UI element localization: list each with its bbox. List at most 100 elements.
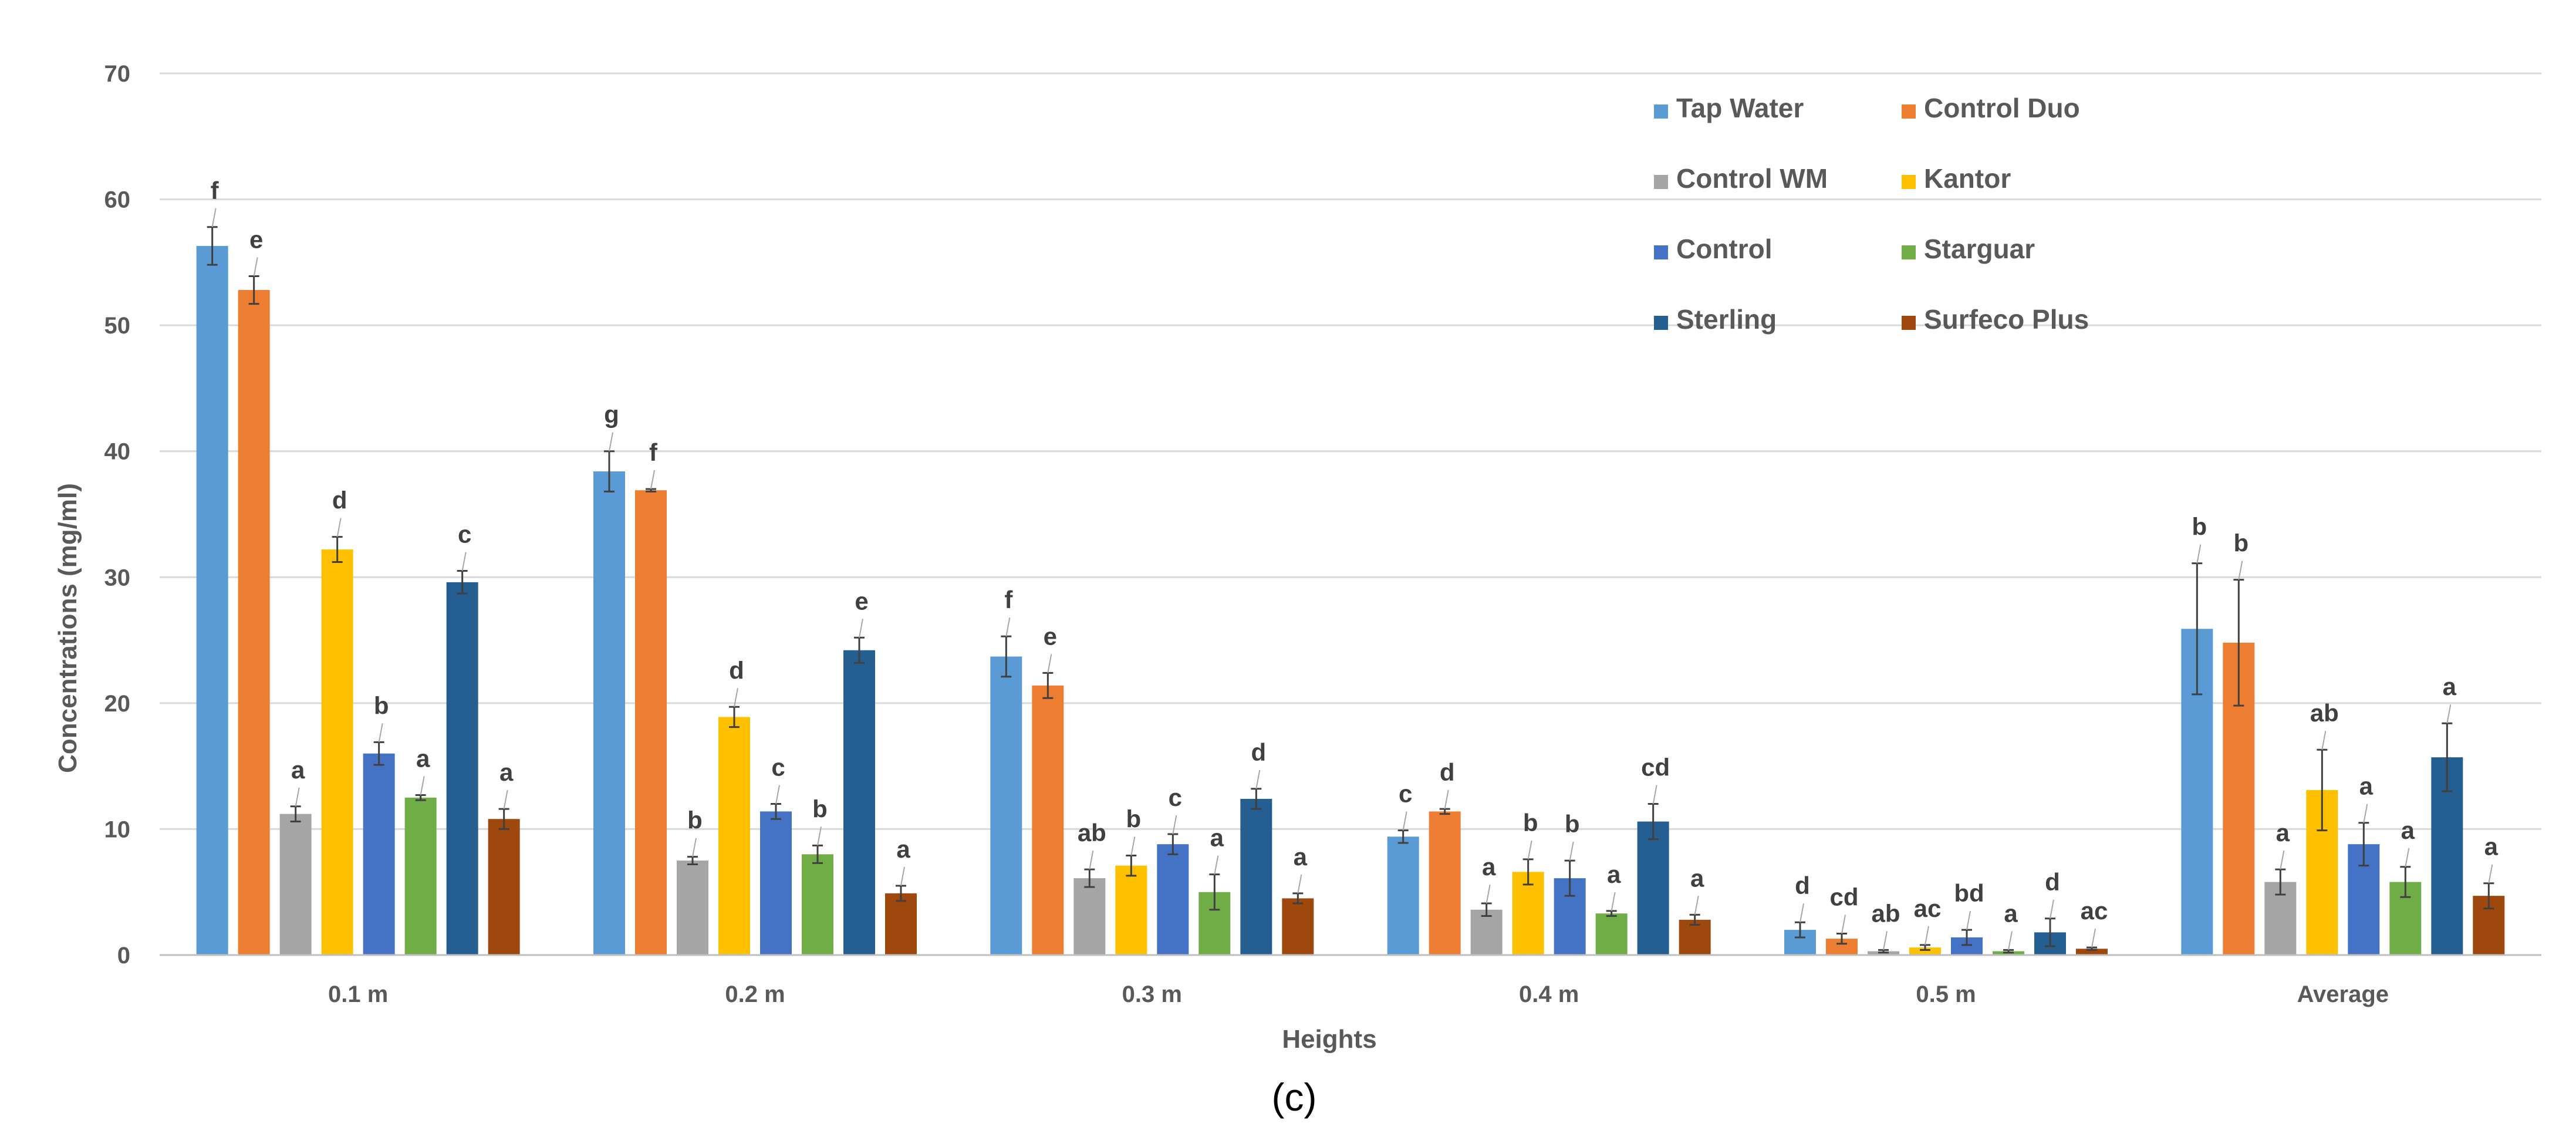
- bar: [635, 490, 667, 955]
- gridlines: [160, 72, 2541, 830]
- significance-label: a: [2359, 772, 2374, 800]
- label-leader-line: [1402, 811, 1407, 831]
- significance-label: a: [2401, 817, 2415, 844]
- label-leader-line: [1005, 617, 1011, 637]
- significance-label: a: [499, 758, 514, 786]
- bar: [1387, 836, 1419, 955]
- legend-swatch: [1902, 245, 1916, 259]
- significance-label: cd: [1641, 754, 1670, 781]
- y-tick-label: 40: [104, 439, 131, 465]
- bar: [321, 549, 353, 955]
- bar: [1032, 685, 1064, 955]
- bars: [196, 226, 2505, 955]
- label-leader-line: [734, 688, 738, 707]
- significance-label: a: [2004, 899, 2018, 927]
- significance-label: f: [211, 177, 220, 204]
- bar: [1470, 909, 1503, 955]
- label-leader-line: [775, 785, 780, 804]
- significance-label: cd: [1829, 883, 1858, 911]
- x-tick-label: Average: [2297, 981, 2389, 1007]
- legend-label: Sterling: [1676, 304, 1777, 335]
- legend-swatch: [1654, 104, 1668, 119]
- label-leader-line: [2196, 544, 2202, 564]
- label-leader-line: [692, 838, 697, 857]
- bar: [593, 471, 625, 955]
- bar: [238, 290, 270, 955]
- y-tick-label: 10: [104, 817, 131, 842]
- significance-label: c: [458, 521, 471, 548]
- significance-label: b: [374, 691, 389, 719]
- significance-label: ab: [2310, 699, 2339, 727]
- significance-label: d: [1795, 872, 1810, 899]
- significance-label: d: [332, 487, 347, 514]
- significance-label: ab: [1871, 899, 1900, 927]
- significance-label: e: [1044, 622, 1057, 650]
- significance-label: ac: [1914, 895, 1942, 922]
- significance-label: c: [1169, 784, 1182, 811]
- significance-label: c: [771, 754, 785, 781]
- bar: [363, 753, 395, 955]
- panel-label: (c): [1272, 1075, 1317, 1119]
- significance-label: a: [1482, 853, 1496, 880]
- bar: [488, 819, 520, 955]
- legend-label: Control Duo: [1924, 93, 2080, 123]
- y-tick-label: 0: [117, 943, 130, 969]
- label-leader-line: [859, 619, 863, 638]
- significance-label: d: [1251, 738, 1267, 766]
- legend-swatch: [1902, 175, 1916, 189]
- label-leader-line: [1883, 931, 1888, 950]
- label-leader-line: [211, 208, 217, 227]
- x-tick-label: 0.5 m: [1916, 981, 1976, 1007]
- x-tick-label: 0.3 m: [1122, 981, 1182, 1007]
- bar: [1115, 865, 1147, 955]
- bar: [404, 797, 437, 955]
- bar: [1429, 811, 1461, 955]
- significance-label: b: [2234, 529, 2249, 557]
- label-leader-line: [336, 518, 342, 537]
- bar: [446, 582, 478, 955]
- label-leader-line: [503, 790, 508, 809]
- label-leader-line: [1841, 915, 1846, 934]
- bar: [1240, 798, 1272, 955]
- label-leader-line: [420, 776, 425, 795]
- y-tick-label: 60: [104, 187, 131, 213]
- bar: [990, 656, 1022, 955]
- significance-label: a: [896, 835, 910, 863]
- y-axis-tick-labels: 0 10 20 30 40 50 60 70: [104, 61, 131, 969]
- label-leader-line: [1800, 903, 1804, 923]
- label-leader-line: [2280, 850, 2285, 870]
- label-leader-line: [2321, 731, 2327, 750]
- bar: [760, 811, 792, 955]
- label-leader-line: [1444, 790, 1449, 809]
- legend-swatch: [1654, 316, 1668, 330]
- bar: [885, 893, 917, 955]
- legend-label: Tap Water: [1676, 93, 1804, 123]
- label-leader-line: [1527, 840, 1532, 860]
- significance-label: a: [2443, 673, 2457, 700]
- label-leader-line: [1297, 874, 1302, 894]
- significance-label: f: [1004, 586, 1013, 613]
- bar: [802, 854, 833, 955]
- label-leader-line: [2238, 561, 2243, 580]
- significance-label: d: [729, 656, 744, 684]
- label-leader-line: [609, 432, 613, 451]
- bar: [1637, 821, 1669, 955]
- bar: [279, 814, 312, 955]
- label-leader-line: [1611, 892, 1616, 912]
- significance-label: e: [855, 587, 868, 615]
- label-leader-line: [2050, 899, 2054, 919]
- label-leader-line: [2488, 864, 2493, 883]
- label-leader-line: [1652, 785, 1657, 804]
- label-leader-line: [1255, 770, 1261, 789]
- bar: [843, 650, 875, 955]
- significance-label: a: [2276, 819, 2290, 846]
- significance-label: g: [604, 401, 619, 429]
- significance-label: a: [2484, 833, 2499, 861]
- bar: [1282, 898, 1314, 955]
- significance-label: a: [1607, 861, 1621, 888]
- significance-label: ab: [1078, 819, 1106, 846]
- label-leader-line: [1214, 855, 1219, 875]
- significance-label: a: [291, 756, 305, 784]
- x-axis-tick-labels: 0.1 m 0.2 m 0.3 m 0.4 m 0.5 m Average: [328, 981, 2389, 1007]
- legend: Tap Water Control Duo Control WM Kantor Cont…: [1654, 93, 2089, 335]
